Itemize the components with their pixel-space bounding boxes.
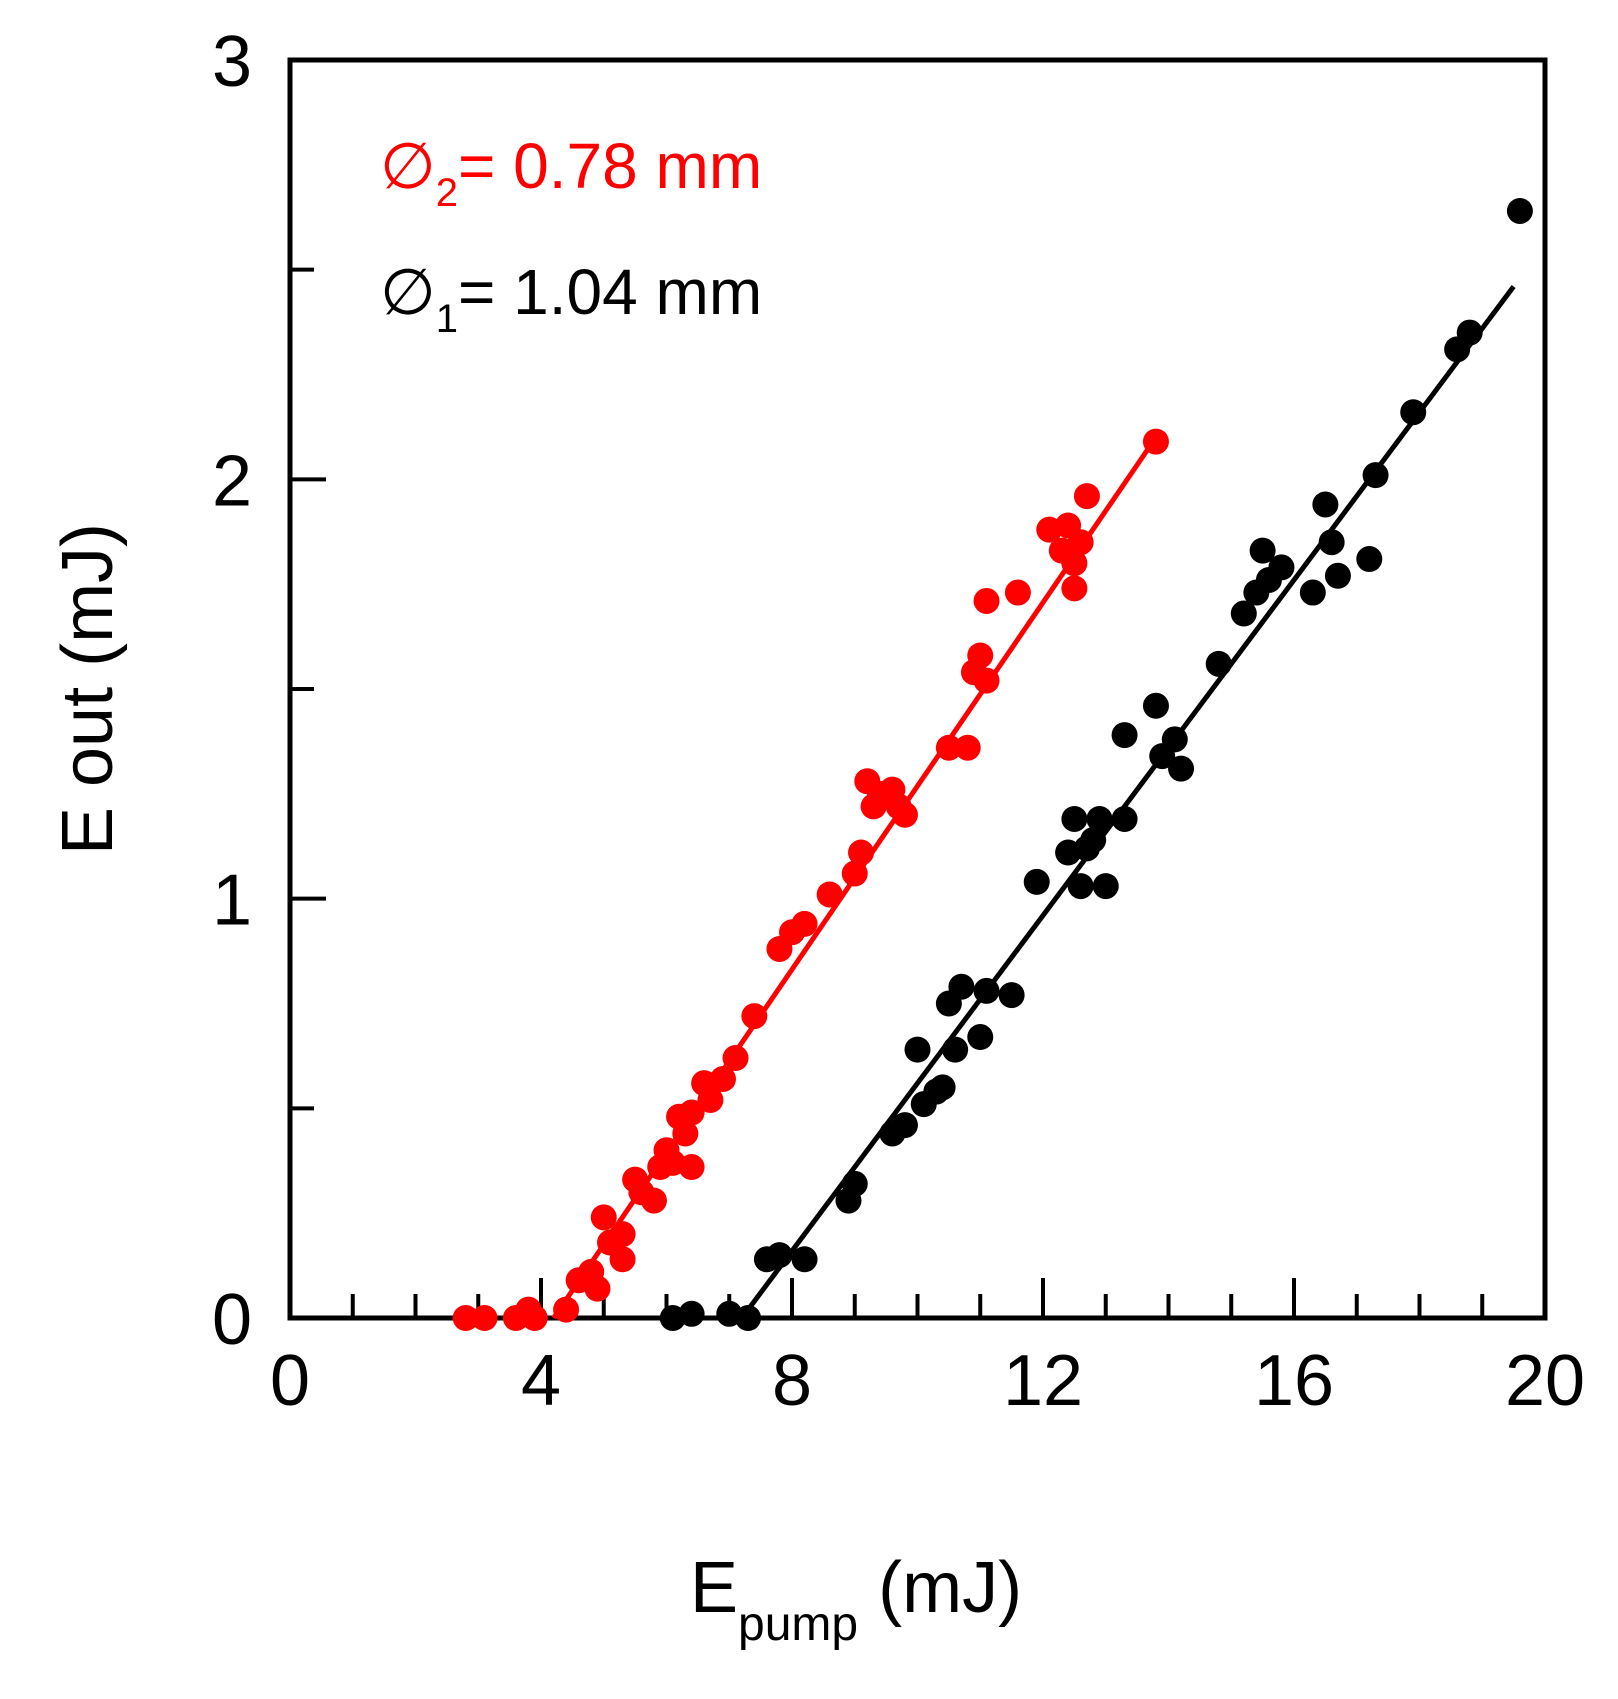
data-point-diam2 <box>590 1204 617 1231</box>
data-point-diam1 <box>1318 529 1345 556</box>
y-tick-label: 1 <box>212 861 252 941</box>
data-point-diam2 <box>791 910 818 937</box>
data-point-diam1 <box>1400 399 1427 426</box>
x-axis-title-unit: (mJ) <box>858 1548 1022 1628</box>
fit-line-diam1 <box>739 284 1516 1320</box>
data-point-diam2 <box>722 1045 749 1072</box>
legend-diam2-symbol: ∅ <box>380 130 436 202</box>
data-point-diam2 <box>841 860 868 887</box>
data-point-diam2 <box>1073 483 1100 510</box>
x-axis-title: Epump (mJ) <box>690 1548 1022 1651</box>
data-point-diam2 <box>640 1187 667 1214</box>
data-point-diam1 <box>1092 873 1119 900</box>
data-point-diam2 <box>848 839 875 866</box>
legend-diam2-subscript: 2 <box>436 171 458 215</box>
data-point-diam2 <box>1061 550 1088 577</box>
data-point-diam2 <box>521 1305 548 1331</box>
data-point-diam2 <box>697 1086 724 1113</box>
data-point-diam1 <box>791 1246 818 1273</box>
data-point-diam1 <box>1111 722 1138 749</box>
data-point-diam2 <box>678 1099 705 1126</box>
data-point-diam2 <box>816 881 843 908</box>
y-axis-title: E out (mJ) <box>48 523 128 855</box>
data-point-diam1 <box>735 1305 762 1331</box>
legend-entry-diam2: ∅2= 0.78 mm <box>380 130 762 215</box>
data-points <box>452 197 1533 1331</box>
data-point-diam1 <box>1205 650 1232 677</box>
data-point-diam2 <box>678 1154 705 1181</box>
data-point-diam2 <box>891 801 918 828</box>
data-point-diam1 <box>1067 873 1094 900</box>
x-tick-label: 12 <box>1003 1341 1083 1421</box>
data-point-diam1 <box>1299 579 1326 606</box>
data-point-diam2 <box>1142 428 1169 455</box>
data-point-diam1 <box>1362 462 1389 489</box>
data-point-diam1 <box>929 1074 956 1101</box>
data-point-diam2 <box>584 1275 611 1302</box>
data-point-diam1 <box>904 1036 931 1063</box>
data-point-diam1 <box>891 1112 918 1139</box>
data-point-diam2 <box>954 734 981 761</box>
data-point-diam1 <box>1111 805 1138 832</box>
data-point-diam1 <box>973 977 1000 1004</box>
data-point-diam2 <box>471 1305 498 1331</box>
data-point-diam1 <box>1356 546 1383 573</box>
y-tick-label: 2 <box>212 441 252 521</box>
data-point-diam1 <box>678 1300 705 1327</box>
data-point-diam2 <box>973 587 1000 614</box>
data-point-diam1 <box>1249 537 1276 564</box>
data-point-diam2 <box>1004 579 1031 606</box>
data-point-diam1 <box>1086 805 1113 832</box>
data-point-diam2 <box>452 1305 479 1331</box>
x-axis-title-main: E <box>690 1548 738 1628</box>
x-axis-title-sub: pump <box>738 1598 858 1651</box>
data-point-diam1 <box>1230 600 1257 627</box>
data-point-diam1 <box>967 1024 994 1051</box>
y-tick-label: 3 <box>212 22 252 102</box>
data-point-diam1 <box>942 1036 969 1063</box>
data-point-diam1 <box>1142 692 1169 719</box>
data-point-diam2 <box>1061 575 1088 602</box>
data-point-diam2 <box>935 734 962 761</box>
legend-entry-diam1: ∅1= 1.04 mm <box>380 256 762 341</box>
data-point-diam2 <box>967 642 994 669</box>
x-tick-label: 0 <box>270 1341 310 1421</box>
data-point-diam1 <box>1506 197 1533 224</box>
data-point-diam2 <box>709 1065 736 1092</box>
data-point-diam1 <box>1312 491 1339 518</box>
legend-diam2-text: = 0.78 mm <box>458 130 762 202</box>
data-point-diam2 <box>672 1120 699 1147</box>
data-point-diam1 <box>1080 826 1107 853</box>
axis-ticks <box>288 58 1547 1320</box>
x-tick-label: 16 <box>1254 1341 1334 1421</box>
data-point-diam2 <box>1067 529 1094 556</box>
data-point-diam1 <box>841 1170 868 1197</box>
data-point-diam1 <box>1161 726 1188 753</box>
data-point-diam1 <box>1268 554 1295 581</box>
legend-diam1-symbol: ∅ <box>380 256 436 328</box>
y-tick-label: 0 <box>212 1280 252 1360</box>
data-point-diam2 <box>973 667 1000 694</box>
legend-diam1-text: = 1.04 mm <box>458 256 762 328</box>
x-tick-label: 8 <box>772 1341 812 1421</box>
data-point-diam1 <box>1168 755 1195 782</box>
plot-frame <box>287 57 1548 1321</box>
x-tick-label: 4 <box>521 1341 561 1421</box>
x-tick-label: 20 <box>1505 1341 1585 1421</box>
data-point-diam1 <box>766 1242 793 1269</box>
data-point-diam1 <box>1456 319 1483 346</box>
data-point-diam1 <box>948 973 975 1000</box>
data-point-diam1 <box>1023 868 1050 895</box>
data-point-diam2 <box>741 1003 768 1030</box>
data-point-diam2 <box>609 1246 636 1273</box>
data-point-diam1 <box>998 982 1025 1009</box>
data-point-diam1 <box>1324 562 1351 589</box>
data-point-diam2 <box>609 1221 636 1248</box>
legend-diam1-subscript: 1 <box>436 297 458 341</box>
data-point-diam1 <box>1061 805 1088 832</box>
data-point-diam2 <box>553 1296 580 1323</box>
